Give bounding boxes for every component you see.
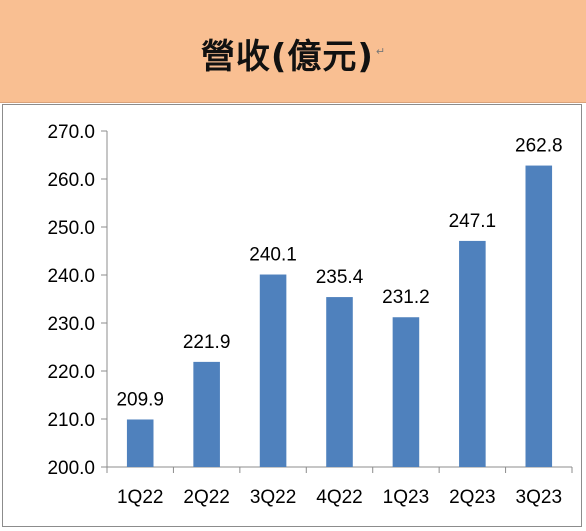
x-tick-label-3q22: 3Q22 xyxy=(250,487,296,508)
y-axis: 200.0 210.0 220.0 230.0 240.0 250.0 260.0 270.0 xyxy=(47,122,108,479)
data-label-1q22: 209.9 xyxy=(116,389,164,410)
data-label-3q22: 240.1 xyxy=(249,245,297,266)
data-label-2q22: 221.9 xyxy=(183,332,231,353)
bar-3q23 xyxy=(525,165,553,467)
bar-2q22 xyxy=(193,361,220,467)
plot-area: 200.0 210.0 220.0 230.0 240.0 250.0 260.0 270.0… xyxy=(2,104,582,527)
chart-title: 營收(億元) xyxy=(200,36,374,77)
y-tick-label: 260.0 xyxy=(47,170,95,191)
y-tick-label: 270.0 xyxy=(47,122,95,143)
data-labels: 209.9 221.9 240.1 235.4 231.2 247.1 262.8 xyxy=(116,136,562,411)
x-tick-label-4q22: 4Q22 xyxy=(316,487,362,508)
y-tick-label: 250.0 xyxy=(47,218,95,239)
data-label-4q22: 235.4 xyxy=(316,267,364,288)
bar-3q22 xyxy=(259,274,287,467)
y-tick-label: 240.0 xyxy=(47,266,95,287)
x-tick-label-2q23: 2Q23 xyxy=(449,487,495,508)
y-tick-label: 220.0 xyxy=(47,362,95,383)
x-tick-label-1q23: 1Q23 xyxy=(383,487,429,508)
chart-header: 營收(億元) ↵ xyxy=(0,0,586,103)
x-tick-label-3q23: 3Q23 xyxy=(516,487,562,508)
x-axis: 1Q22 2Q22 3Q22 4Q22 1Q23 2Q23 3Q23 xyxy=(106,466,573,508)
data-label-3q23: 262.8 xyxy=(515,136,563,157)
x-tick-label-1q22: 1Q22 xyxy=(117,487,163,508)
paragraph-mark-icon: ↵ xyxy=(375,44,386,58)
bar-1q22 xyxy=(126,419,154,467)
bar-4q22 xyxy=(326,297,353,467)
data-label-1q23: 231.2 xyxy=(382,287,430,308)
data-label-2q23: 247.1 xyxy=(449,211,497,232)
bar-2q23 xyxy=(459,240,486,467)
y-tick-label: 200.0 xyxy=(47,458,95,479)
x-tick-label-2q22: 2Q22 xyxy=(183,487,229,508)
bar-series xyxy=(126,165,553,467)
y-tick-label: 230.0 xyxy=(47,314,95,335)
bar-chart: 200.0 210.0 220.0 230.0 240.0 250.0 260.0 270.0… xyxy=(47,122,573,508)
bar-1q23 xyxy=(392,317,420,467)
y-tick-label: 210.0 xyxy=(47,410,95,431)
